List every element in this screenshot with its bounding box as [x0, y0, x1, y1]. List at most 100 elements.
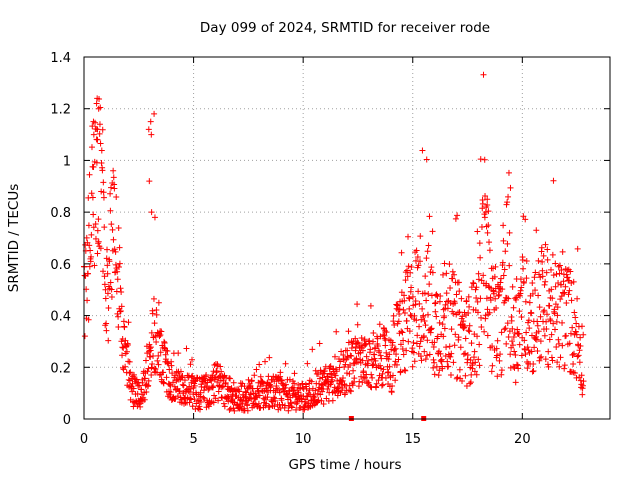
data-point: [147, 353, 154, 360]
data-point: [227, 405, 234, 412]
data-point: [406, 295, 413, 302]
data-point: [570, 278, 577, 285]
data-point: [92, 235, 99, 242]
data-point: [516, 330, 523, 337]
data-point: [571, 369, 578, 376]
data-point: [88, 231, 95, 238]
data-point: [424, 248, 431, 255]
data-point: [415, 288, 422, 295]
data-point: [477, 295, 484, 302]
data-point: [441, 313, 448, 320]
data-point: [500, 222, 507, 229]
data-point: [405, 233, 412, 240]
data-point: [450, 359, 457, 366]
data-point: [81, 333, 88, 340]
data-point: [544, 256, 551, 263]
data-point: [401, 297, 408, 304]
data-point: [316, 340, 323, 347]
data-point: [526, 299, 533, 306]
data-point: [466, 322, 473, 329]
data-point: [339, 384, 346, 391]
data-point: [556, 363, 563, 370]
data-point: [372, 345, 379, 352]
data-point: [467, 379, 474, 386]
data-point: [505, 193, 512, 200]
data-point: [85, 316, 92, 323]
data-point: [396, 306, 403, 313]
data-point: [542, 278, 549, 285]
data-point: [548, 331, 555, 338]
data-point: [530, 367, 537, 374]
data-point: [444, 358, 451, 365]
data-point: [400, 337, 407, 344]
spike-point: [148, 209, 155, 216]
data-point: [451, 271, 458, 278]
data-point: [431, 359, 438, 366]
data-point: [404, 273, 411, 280]
data-point: [474, 298, 481, 305]
data-point: [379, 381, 386, 388]
data-point: [319, 388, 326, 395]
data-point: [156, 372, 163, 379]
data-point: [506, 262, 513, 269]
data-point: [373, 384, 380, 391]
data-point: [570, 361, 577, 368]
data-point: [466, 380, 473, 387]
data-point: [104, 270, 111, 277]
data-point: [384, 369, 391, 376]
data-point: [196, 406, 203, 413]
y-tick-label: 1: [63, 154, 71, 169]
data-point: [555, 336, 562, 343]
data-point: [413, 340, 420, 347]
data-point: [181, 377, 188, 384]
spike-point: [90, 118, 97, 125]
data-point: [510, 334, 517, 341]
data-point: [263, 400, 270, 407]
data-point: [522, 351, 529, 358]
data-point: [518, 284, 525, 291]
data-point: [558, 281, 565, 288]
data-point: [116, 244, 123, 251]
data-point: [442, 301, 449, 308]
data-point: [312, 387, 319, 394]
spike-point: [94, 126, 101, 133]
data-point: [463, 383, 470, 390]
data-point: [155, 352, 162, 359]
data-point: [370, 361, 377, 368]
data-point: [242, 388, 249, 395]
data-point: [186, 389, 193, 396]
data-point: [277, 376, 284, 383]
data-point: [169, 379, 176, 386]
data-point: [363, 353, 370, 360]
data-point: [244, 402, 251, 409]
data-point: [407, 312, 414, 319]
data-point: [462, 335, 469, 342]
data-point: [567, 330, 574, 337]
data-point: [432, 300, 439, 307]
data-point: [424, 352, 431, 359]
data-point: [410, 339, 417, 346]
data-point: [523, 275, 530, 282]
data-point: [374, 342, 381, 349]
axis-tick-labels: 0 5 10 15 20 0 0.2 0.4 0.6 0.8 1 1.2 1.4: [50, 51, 530, 447]
data-point: [493, 352, 500, 359]
data-point: [443, 270, 450, 277]
data-point: [208, 377, 215, 384]
data-point: [349, 382, 356, 389]
data-point: [484, 306, 491, 313]
data-point: [95, 240, 102, 247]
data-point: [345, 339, 352, 346]
data-point: [398, 328, 405, 335]
data-point: [399, 329, 406, 336]
data-point: [375, 377, 382, 384]
data-point: [267, 383, 274, 390]
data-point: [481, 156, 488, 163]
data-point: [490, 290, 497, 297]
data-point: [437, 350, 444, 357]
data-point: [401, 292, 408, 299]
data-point: [334, 392, 341, 399]
data-point: [369, 374, 376, 381]
data-point: [416, 343, 423, 350]
data-point: [549, 251, 556, 258]
data-point: [479, 205, 486, 212]
